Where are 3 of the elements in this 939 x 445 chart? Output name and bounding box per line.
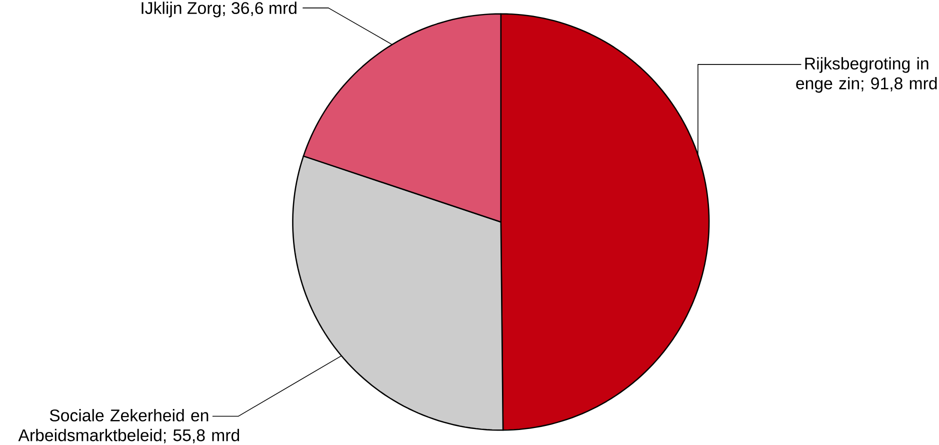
slice-label: IJklijn Zorg; 36,6 mrd	[142, 2, 296, 18]
slice-label: Rijksbegroting in enge zin; 91,8 mrd	[796, 57, 937, 93]
slice-label: Sociale Zekerheid en Arbeidsmarktbeleid; 55,8 mrd	[18, 409, 240, 444]
